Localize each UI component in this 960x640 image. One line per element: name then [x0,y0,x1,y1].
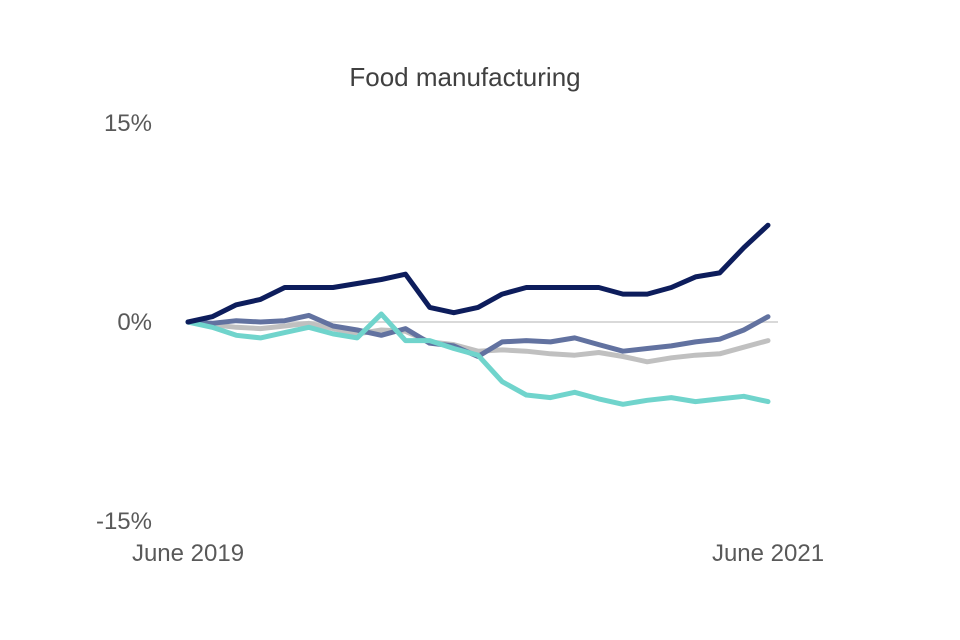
y-tick-label: 15% [104,110,152,137]
y-tick-label: 0% [117,309,152,336]
axes: 15% 0% -15% June 2019 June 2021 [96,110,824,567]
series-light-grey-line [185,319,771,365]
series-turquoise-line [185,311,771,407]
x-tick-label: June 2021 [712,540,824,567]
series-dark-navy-line [185,222,771,325]
chart-title: Food manufacturing [349,62,580,92]
x-tick-label: June 2019 [132,540,244,567]
series-group [185,222,771,407]
y-tick-label: -15% [96,508,152,535]
